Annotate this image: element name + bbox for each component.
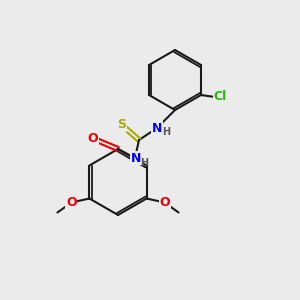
Text: H: H — [140, 158, 148, 168]
Text: O: O — [159, 196, 170, 209]
Text: S: S — [118, 118, 127, 131]
Text: N: N — [152, 122, 162, 134]
Text: O: O — [88, 131, 98, 145]
Text: H: H — [162, 127, 170, 137]
Text: N: N — [131, 152, 141, 164]
Text: Cl: Cl — [213, 91, 226, 103]
Text: O: O — [66, 196, 77, 209]
